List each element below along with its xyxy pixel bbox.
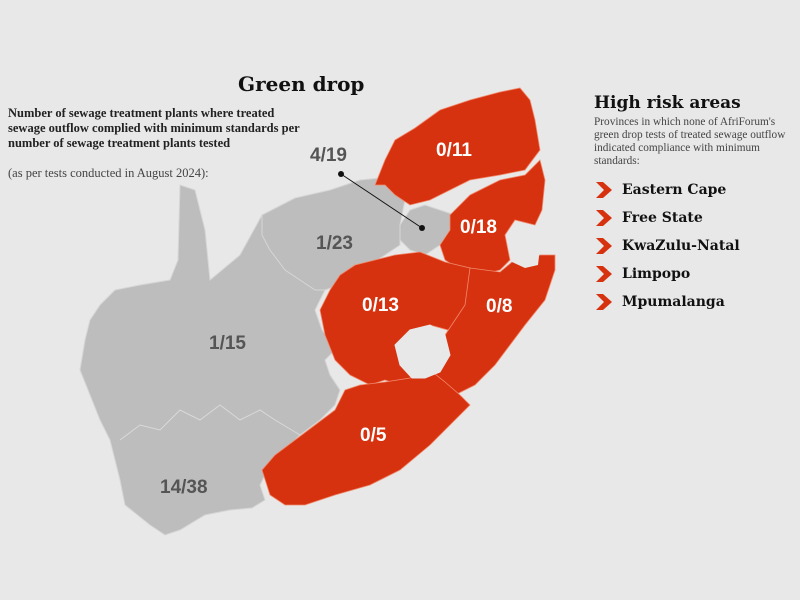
region-mpumalanga	[439, 159, 546, 276]
legend-item: Eastern Cape	[594, 176, 799, 204]
legend: High risk areas Provinces in which none …	[594, 93, 799, 316]
region-eastern-cape	[261, 369, 471, 506]
legend-item-label: Free State	[622, 210, 703, 226]
region-limpopo	[374, 87, 541, 206]
legend-item: Mpumalanga	[594, 288, 799, 316]
page-title: Green drop	[238, 72, 365, 96]
chevron-right-icon	[596, 238, 612, 254]
chevron-right-icon	[596, 210, 612, 226]
gauteng-pointer-dot-start	[338, 171, 344, 177]
eswatini	[510, 230, 540, 268]
value-north-west: 1/23	[316, 233, 353, 254]
legend-description: Provinces in which none of AfriForum's g…	[594, 116, 786, 167]
chevron-right-icon	[596, 266, 612, 282]
legend-title: High risk areas	[594, 93, 741, 113]
value-gauteng: 4/19	[310, 145, 347, 166]
legend-item-label: Mpumalanga	[622, 294, 725, 310]
lesotho	[394, 324, 451, 379]
legend-item: Limpopo	[594, 260, 799, 288]
legend-item: Free State	[594, 204, 799, 232]
value-northern-cape: 1/15	[209, 333, 246, 354]
value-limpopo: 0/11	[436, 140, 472, 161]
value-mpumalanga: 0/18	[460, 217, 497, 238]
grey-provinces	[79, 177, 456, 536]
subnote: (as per tests conducted in August 2024):	[8, 166, 209, 180]
legend-item-label: Eastern Cape	[622, 182, 727, 198]
subtitle: Number of sewage treatment plants where …	[8, 106, 300, 150]
chevron-right-icon	[596, 182, 612, 198]
value-kwazulu-natal: 0/8	[486, 296, 513, 317]
chevron-right-icon	[596, 294, 612, 310]
red-provinces	[261, 87, 556, 506]
gauteng-pointer-dot-end	[419, 225, 425, 231]
value-eastern-cape: 0/5	[360, 425, 387, 446]
gauteng-pointer-line	[340, 173, 423, 229]
legend-item: KwaZulu-Natal	[594, 232, 799, 260]
legend-item-label: Limpopo	[622, 266, 691, 282]
value-western-cape: 14/38	[160, 477, 208, 498]
value-free-state: 0/13	[362, 295, 399, 316]
legend-item-label: KwaZulu-Natal	[622, 238, 740, 254]
